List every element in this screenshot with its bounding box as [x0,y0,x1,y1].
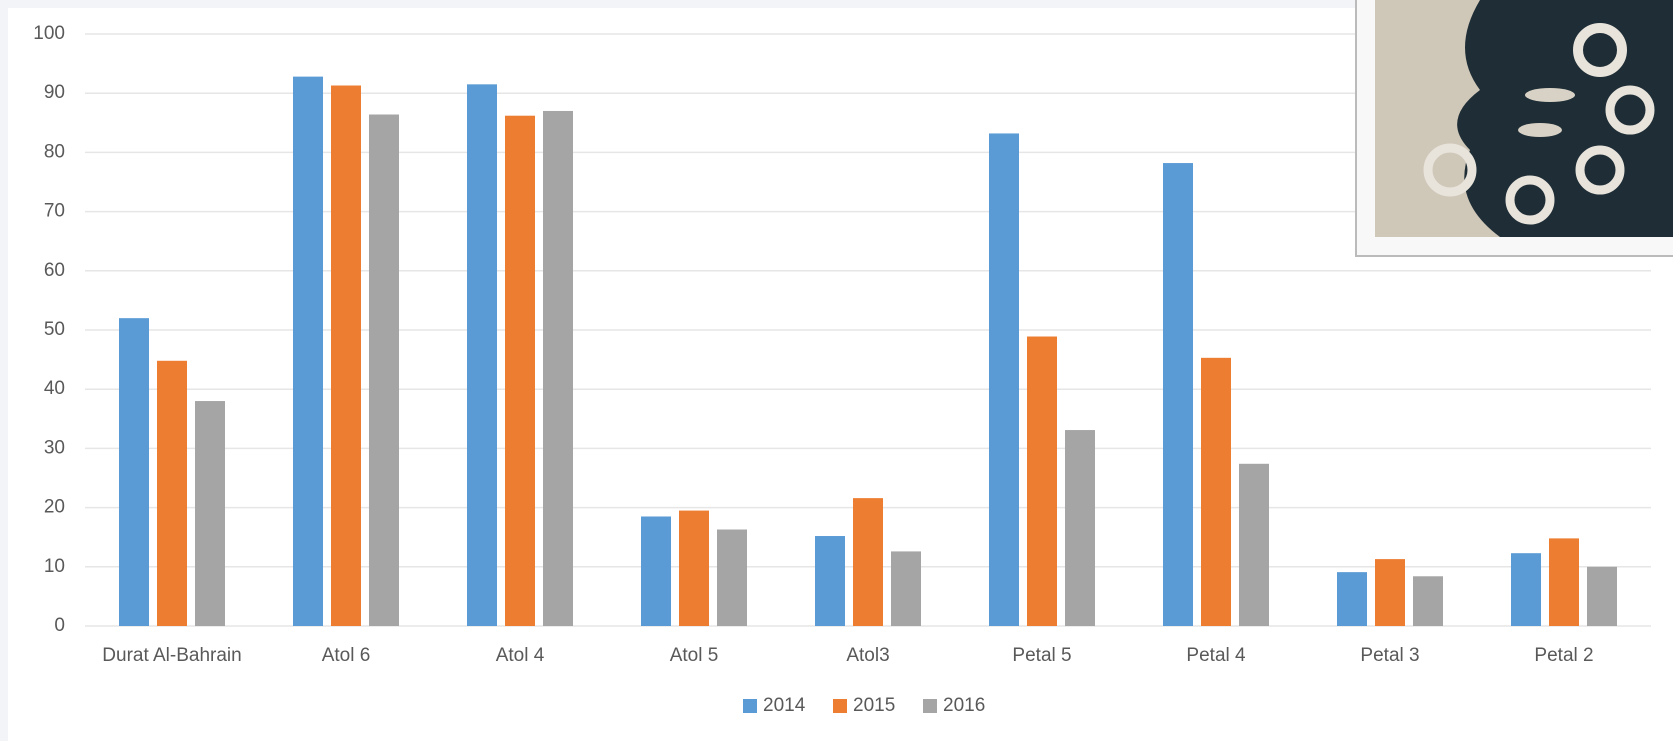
y-tick-label: 40 [44,378,65,399]
bar [1549,538,1579,626]
legend-label: 2016 [943,695,985,716]
x-tick-label: Atol 4 [496,645,545,666]
sea [1457,0,1673,237]
bar [815,536,845,626]
map-photo [1355,0,1673,257]
legend-swatch [923,699,937,713]
x-tick-label: Petal 3 [1360,645,1419,666]
plot: 0 10 20 30 40 50 60 70 80 90 100 Durat Al-Bahrain At… [33,23,1651,716]
bar [369,114,399,627]
bar [853,498,883,626]
atoll [1573,23,1627,77]
atoll [1575,145,1625,195]
bar [641,516,671,626]
atoll [1423,143,1477,197]
petal [1525,88,1575,102]
x-tick-label: Petal 5 [1012,645,1071,666]
bar [1065,430,1095,626]
bar [467,84,497,626]
legend-swatch [833,699,847,713]
y-tick-label: 70 [44,201,65,222]
bar [1201,357,1231,626]
bar [717,529,747,626]
x-tick-label: Petal 2 [1534,645,1593,666]
legend-label: 2015 [853,695,895,716]
legend-label: 2014 [763,695,806,716]
bar [989,133,1019,626]
atoll [1605,85,1655,135]
bar [1375,559,1405,626]
y-tick-label: 50 [44,319,65,340]
bar [1413,576,1443,626]
bar [1587,566,1617,626]
y-tick-label: 0 [54,615,65,636]
x-tick-label: Atol 5 [670,645,719,666]
bar [195,401,225,626]
y-tick-label: 80 [44,141,65,162]
y-tick-label: 10 [44,556,65,577]
x-tick-label: Durat Al-Bahrain [102,645,241,666]
bar [293,76,323,626]
bar [331,85,361,626]
bar [679,510,709,626]
bar [1511,553,1541,626]
bar [891,551,921,626]
petal [1518,123,1562,137]
y-tick-label: 90 [44,82,65,103]
bar [119,318,149,626]
bar [1027,336,1057,626]
bar [505,115,535,627]
legend-swatch [743,699,757,713]
y-tick-label: 60 [44,260,65,281]
y-tick-label: 20 [44,497,65,518]
bar [157,360,187,626]
bar [543,110,573,626]
x-tick-label: Petal 4 [1186,645,1246,666]
x-tick-label: Atol 6 [322,645,371,666]
bar [1239,463,1269,626]
y-tick-label: 30 [44,437,65,458]
bar [1337,572,1367,626]
x-tick-label: Atol3 [846,645,889,666]
atoll [1505,175,1555,225]
y-tick-label: 100 [33,23,65,44]
bar [1163,163,1193,626]
